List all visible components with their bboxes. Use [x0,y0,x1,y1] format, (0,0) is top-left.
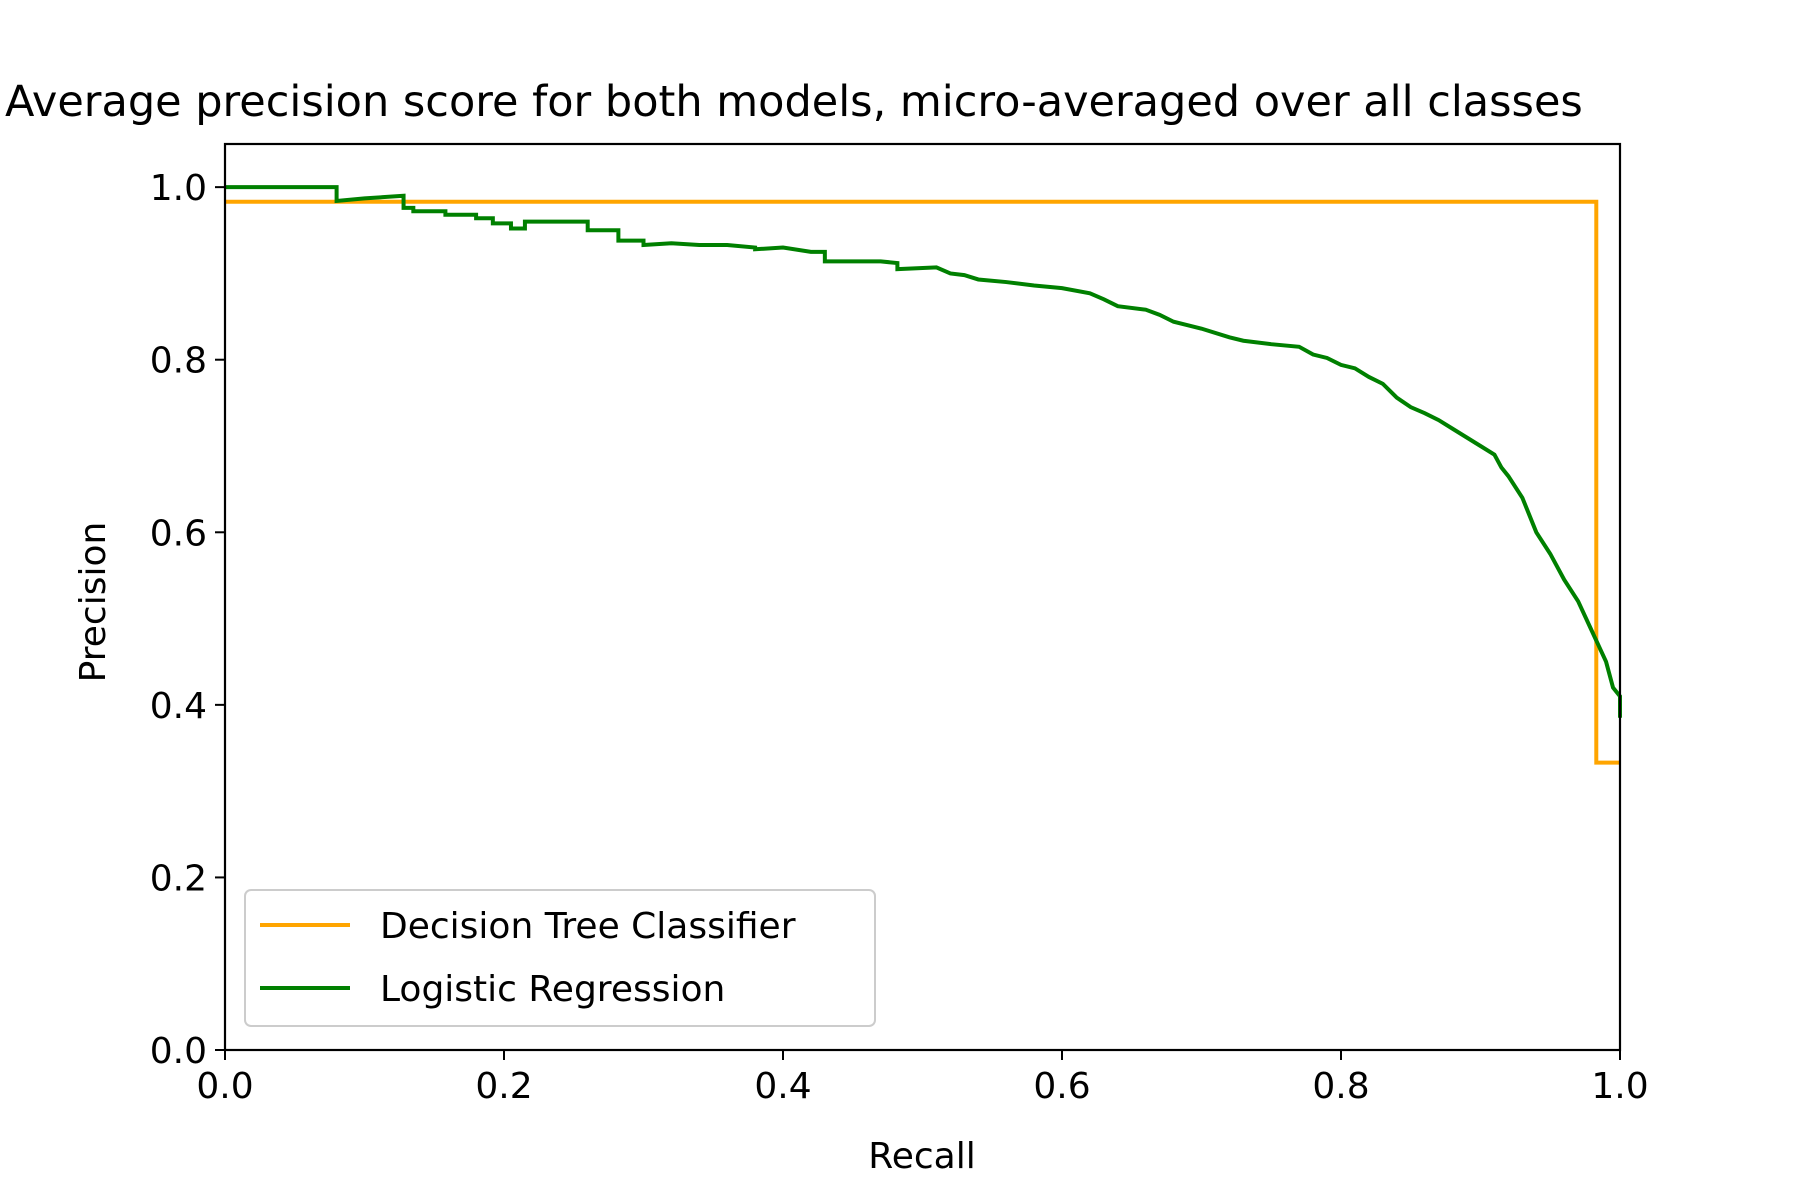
x-axis-ticks: 0.0 0.2 0.4 0.6 0.8 1.0 [196,1050,1649,1107]
y-tick-label: 0.0 [150,1031,207,1072]
chart-title: Average precision score for both models,… [5,77,1583,127]
series-line-decision-tree [225,199,1620,765]
x-tick-label: 0.6 [1033,1066,1090,1107]
y-tick-label: 0.8 [150,341,207,382]
y-tick-label: 0.6 [150,513,207,554]
legend-label-logistic-regression: Logistic Regression [380,969,725,1010]
y-axis-label: Precision [73,522,114,683]
x-tick-label: 1.0 [1591,1066,1648,1107]
series-line-logistic-regression [225,185,1622,718]
x-tick-label: 0.0 [196,1066,253,1107]
x-tick-label: 0.8 [1312,1066,1369,1107]
series-lines [225,185,1622,765]
x-tick-label: 0.4 [754,1066,811,1107]
x-tick-label: 0.2 [475,1066,532,1107]
y-tick-label: 0.4 [150,686,207,727]
y-tick-label: 0.2 [150,858,207,899]
legend-box [244,889,876,1027]
legend: Decision Tree Classifier Logistic Regres… [244,889,876,1027]
y-axis-ticks: 0.0 0.2 0.4 0.6 0.8 1.0 [150,168,225,1072]
legend-label-decision-tree: Decision Tree Classifier [380,906,796,947]
x-axis-label: Recall [868,1136,975,1177]
plot-frame [223,142,1622,1052]
y-tick-label: 1.0 [150,168,207,209]
